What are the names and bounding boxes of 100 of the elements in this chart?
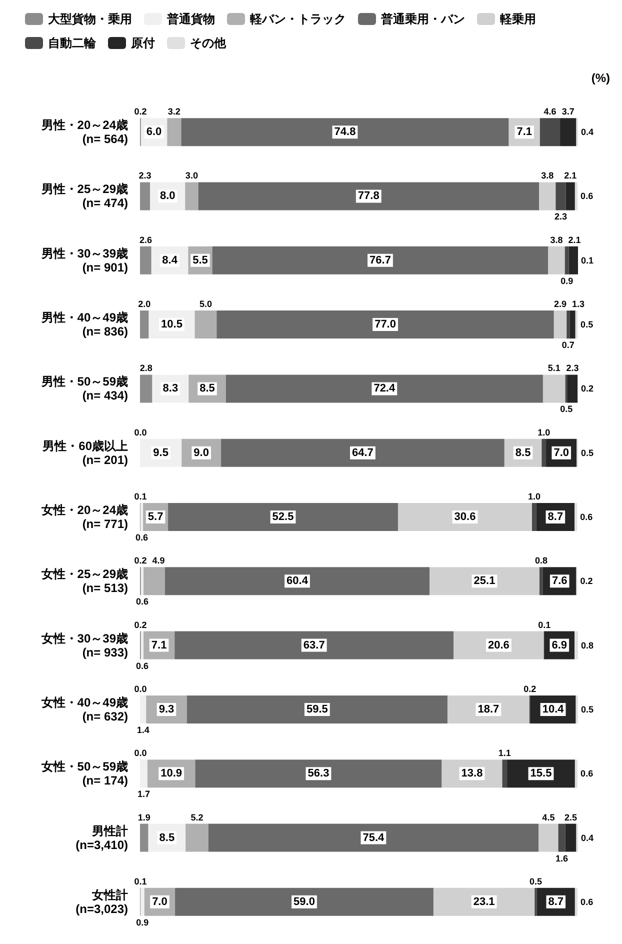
data-label: 2.9	[554, 299, 567, 310]
y-tick-label: 女性・50～59歳 (n= 174)	[40, 760, 128, 788]
data-label: 8.0	[160, 190, 176, 202]
data-label: 1.1	[498, 748, 511, 758]
data-label: 3.2	[168, 106, 180, 117]
y-tick-label: 女性・25～29歳 (n= 513)	[40, 567, 128, 596]
y-tick-label: 男性・20～24歳 (n= 564)	[40, 118, 128, 146]
data-label: 8.5	[515, 446, 531, 459]
y-tick-label: 男性・50～59歳 (n= 434)	[40, 374, 128, 403]
data-label: 0.6	[580, 191, 594, 202]
y-tick-label: 男性・40～49歳 (n= 836)	[40, 310, 128, 339]
data-label: 0.1	[134, 492, 147, 502]
data-label: 5.7	[148, 511, 164, 523]
data-label: 6.0	[146, 126, 162, 138]
data-label: 0.1	[581, 255, 594, 266]
data-label: 3.8	[550, 234, 563, 245]
data-label: 0.5	[581, 448, 594, 458]
data-label: 9.3	[158, 703, 174, 716]
data-label: 30.6	[454, 511, 476, 523]
data-label: 52.5	[272, 511, 294, 523]
y-tick-label: 女性・40～49歳 (n= 632)	[40, 695, 128, 724]
data-label: 8.3	[162, 382, 178, 395]
data-label: 1.0	[538, 427, 550, 438]
data-label: 1.6	[556, 853, 568, 864]
data-label: 77.0	[374, 318, 396, 331]
legend-label: その他	[190, 36, 227, 50]
data-label: 23.1	[473, 896, 495, 908]
data-label: 0.9	[136, 917, 149, 928]
data-label: 1.0	[528, 492, 540, 502]
y-tick-label: 男性・25～29歳 (n= 474)	[40, 182, 128, 210]
data-label: 1.9	[138, 812, 150, 822]
data-label: 4.5	[542, 812, 555, 822]
data-label: 0.6	[580, 512, 593, 522]
data-label: 1.4	[136, 724, 150, 735]
data-label: 0.5	[529, 876, 542, 886]
data-label: 0.6	[136, 596, 148, 607]
data-label: 5.5	[192, 254, 208, 266]
data-label: 8.7	[548, 896, 564, 908]
data-label: 0.4	[581, 832, 594, 843]
data-label: 0.2	[524, 684, 536, 694]
data-label: 0.2	[134, 620, 147, 630]
data-label: 75.4	[362, 832, 386, 844]
data-label: 2.6	[139, 234, 152, 245]
data-label: 0.8	[534, 556, 548, 566]
data-label: 4.9	[152, 556, 165, 566]
data-label: 60.4	[286, 575, 309, 588]
data-label: 3.0	[185, 170, 198, 181]
data-label: 7.6	[552, 575, 568, 588]
data-label: 0.0	[134, 684, 147, 694]
y-tick-label: 女性・20～24歳 (n= 771)	[40, 503, 128, 531]
legend-label: 普通乗用・バン	[380, 12, 465, 26]
data-label: 0.0	[134, 427, 147, 438]
data-label: 10.9	[160, 768, 182, 780]
data-label: 10.4	[542, 703, 565, 716]
data-label: 8.5	[159, 832, 175, 844]
data-label: 59.5	[306, 703, 328, 716]
y-tick-label: 女性計 (n=3,023)	[76, 888, 128, 916]
data-label: 15.5	[530, 768, 552, 780]
legend-label: 軽乗用	[499, 12, 536, 26]
data-label: 8.7	[548, 511, 564, 523]
data-label: 1.3	[572, 299, 585, 310]
data-label: 2.1	[568, 234, 581, 245]
data-label: 0.2	[134, 556, 147, 566]
data-label: 64.7	[352, 446, 374, 459]
data-label: 5.2	[190, 812, 204, 822]
data-label: 2.8	[140, 363, 152, 374]
data-label: 0.6	[136, 660, 148, 671]
data-label: 0.9	[560, 276, 574, 286]
data-label: 2.3	[554, 212, 567, 222]
data-label: 5.0	[199, 299, 212, 310]
data-label: 2.1	[564, 170, 577, 181]
data-label: 7.0	[554, 446, 570, 459]
data-label: 0.5	[560, 404, 573, 414]
data-label: 0.8	[581, 640, 594, 650]
y-tick-label: 女性・30～39歳 (n= 933)	[40, 631, 128, 660]
y-tick-label: 男性・30～39歳 (n= 901)	[40, 246, 128, 274]
data-label: 9.5	[153, 446, 168, 459]
data-label: 7.0	[152, 896, 168, 908]
legend-label: 普通貨物	[166, 12, 215, 26]
data-label: 56.3	[308, 768, 330, 780]
y-tick-label: 男性計 (n=3,410)	[76, 824, 128, 852]
text: (%)	[591, 71, 610, 85]
data-label: 0.1	[134, 876, 147, 886]
data-label: 2.5	[564, 812, 578, 822]
legend-label: 大型貨物・乗用	[48, 12, 132, 26]
data-label: 8.4	[162, 254, 178, 266]
data-label: 0.0	[134, 748, 147, 758]
data-label: 0.5	[581, 704, 594, 714]
data-label: 7.1	[516, 126, 532, 138]
data-label: 8.5	[200, 382, 215, 395]
data-label: 59.0	[294, 896, 315, 908]
data-label: 1.7	[137, 789, 150, 800]
data-label: 0.4	[581, 127, 594, 138]
data-label: 74.8	[334, 126, 356, 138]
data-label: 0.2	[134, 106, 147, 117]
data-label: 5.1	[548, 363, 560, 374]
data-label: 9.0	[194, 446, 209, 459]
data-label: 2.0	[138, 299, 151, 310]
data-label: 20.6	[488, 639, 510, 652]
legend-label: 軽バン・トラック	[249, 12, 346, 26]
